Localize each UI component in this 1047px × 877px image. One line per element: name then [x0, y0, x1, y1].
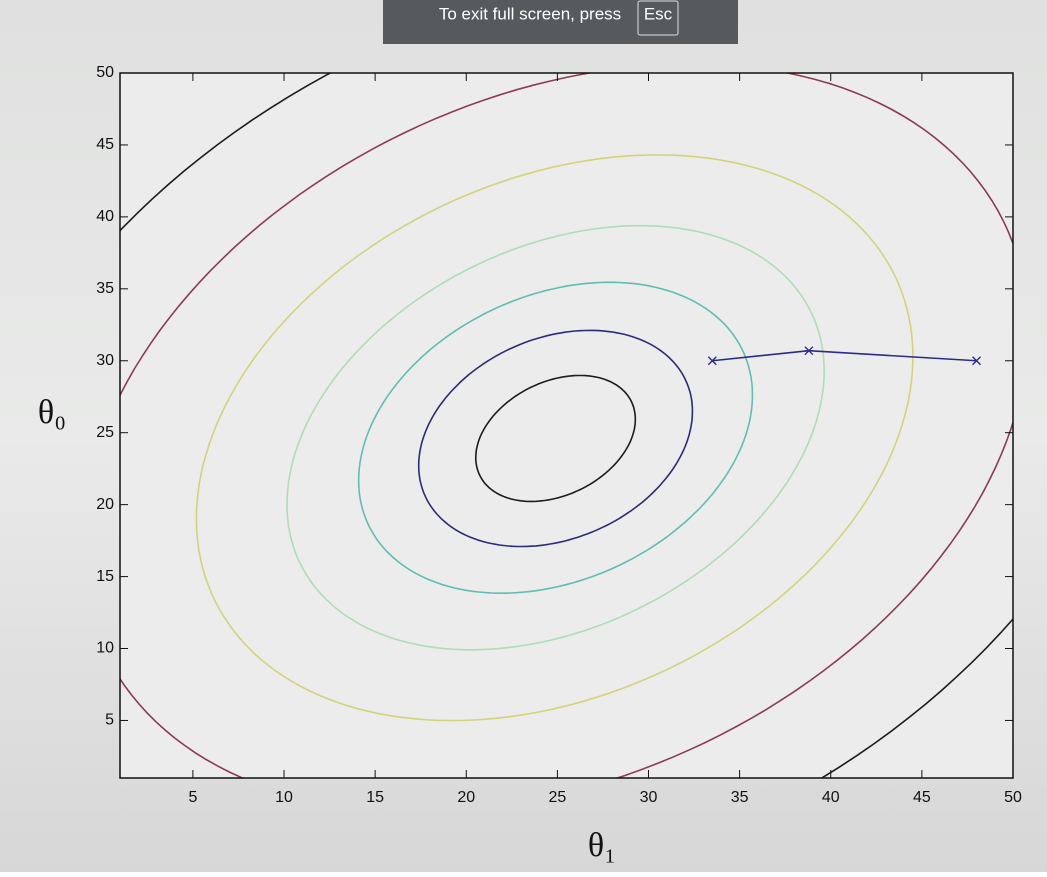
step-marker	[707, 356, 717, 366]
y-tick-label: 10	[96, 640, 114, 657]
banner-message: To exit full screen, press	[439, 4, 621, 23]
x-tick-label: 40	[822, 789, 840, 806]
contour-line	[120, 73, 1013, 778]
x-tick-label: 30	[640, 789, 658, 806]
step-marker	[972, 356, 982, 366]
plot-frame	[119, 72, 1014, 779]
contour-line	[417, 329, 694, 548]
x-tick-label: 15	[366, 789, 384, 806]
y-tick-label: 45	[96, 136, 114, 153]
x-tick-label: 5	[188, 789, 197, 806]
y-tick-label: 40	[96, 208, 114, 225]
y-tick-label: 50	[96, 64, 114, 81]
x-tick-label: 50	[1004, 789, 1022, 806]
x-tick-label: 45	[913, 789, 931, 806]
x-tick-label: 20	[457, 789, 475, 806]
y-tick-label: 30	[96, 352, 114, 369]
key-label: Esc	[644, 4, 673, 23]
contour-line	[357, 281, 754, 594]
y-axis-label: θ₀	[38, 394, 66, 431]
x-tick-label: 35	[731, 789, 749, 806]
key-box	[637, 0, 679, 36]
contour-line	[286, 224, 826, 651]
y-tick-label: 35	[96, 280, 114, 297]
y-tick-label: 20	[96, 496, 114, 513]
step-marker	[804, 346, 814, 356]
x-axis-label: θ₁	[588, 827, 616, 864]
y-tick-label: 25	[96, 424, 114, 441]
plot-area	[120, 73, 1013, 778]
x-tick-label: 25	[548, 789, 566, 806]
fullscreen-banner	[383, 0, 738, 44]
contour-line	[195, 154, 914, 722]
y-tick-label: 5	[105, 712, 114, 729]
y-tick-label: 15	[96, 568, 114, 585]
x-tick-label: 10	[275, 789, 293, 806]
contour-line	[475, 374, 637, 503]
